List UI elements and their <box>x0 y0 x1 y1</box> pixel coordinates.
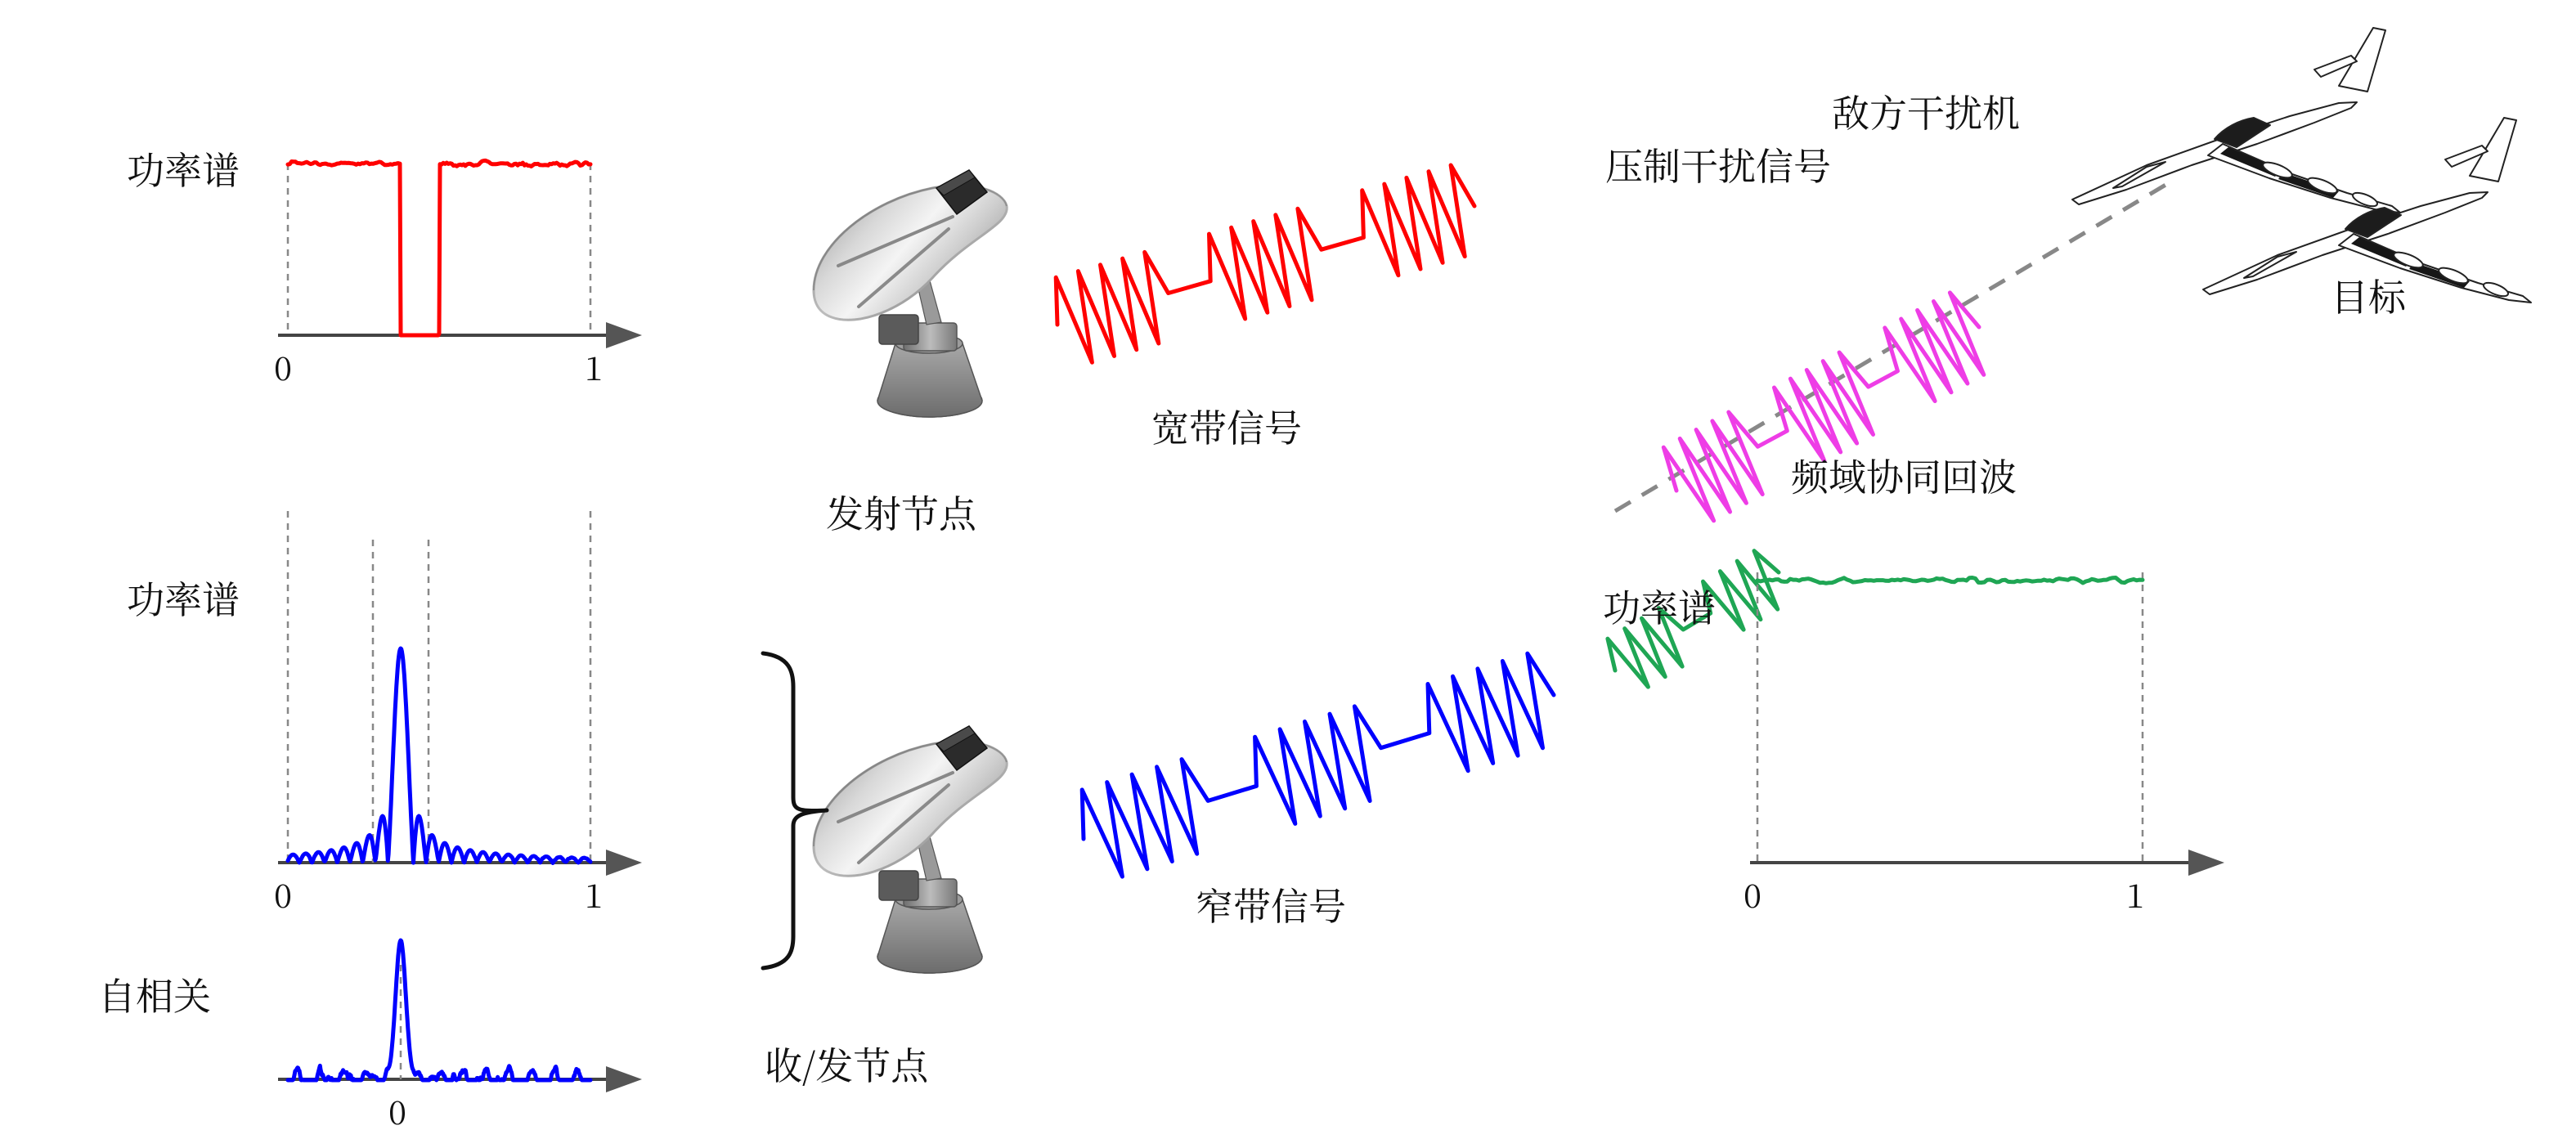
svg-text:1: 1 <box>585 343 603 390</box>
svg-text:敌方干扰机: 敌方干扰机 <box>1832 84 2020 138</box>
svg-text:1: 1 <box>585 871 603 917</box>
svg-text:宽带信号: 宽带信号 <box>1151 399 1302 453</box>
svg-text:自相关: 自相关 <box>98 967 211 1021</box>
svg-text:功率谱: 功率谱 <box>1603 579 1716 633</box>
svg-text:目标: 目标 <box>2331 268 2408 322</box>
svg-text:0: 0 <box>274 871 292 917</box>
svg-text:窄带信号: 窄带信号 <box>1196 877 1346 931</box>
svg-text:0: 0 <box>274 343 292 390</box>
svg-text:收/发节点: 收/发节点 <box>765 1037 929 1091</box>
svg-text:功率谱: 功率谱 <box>127 571 240 625</box>
svg-text:压制干扰信号: 压制干扰信号 <box>1605 137 1831 191</box>
svg-text:频域协同回波: 频域协同回波 <box>1791 448 2017 502</box>
svg-text:1: 1 <box>2126 871 2144 917</box>
svg-text:0: 0 <box>388 1087 406 1130</box>
svg-text:发射节点: 发射节点 <box>826 485 977 539</box>
svg-text:0: 0 <box>1744 871 1761 917</box>
svg-text:功率谱: 功率谱 <box>127 141 240 195</box>
